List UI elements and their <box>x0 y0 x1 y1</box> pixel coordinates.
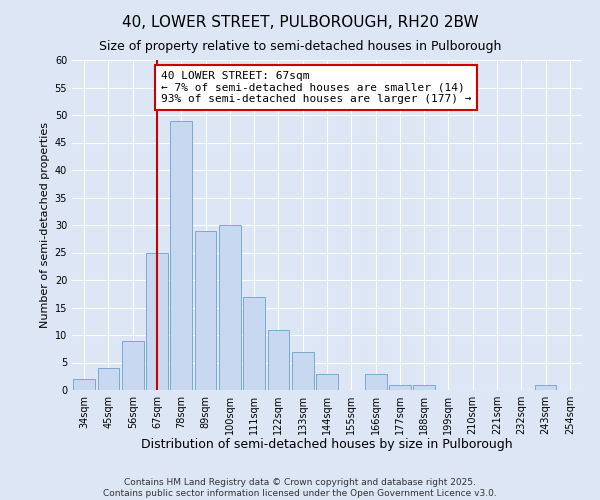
Text: Contains HM Land Registry data © Crown copyright and database right 2025.
Contai: Contains HM Land Registry data © Crown c… <box>103 478 497 498</box>
Y-axis label: Number of semi-detached properties: Number of semi-detached properties <box>40 122 50 328</box>
Bar <box>413 384 435 390</box>
Bar <box>365 374 386 390</box>
Bar <box>73 379 95 390</box>
Bar <box>292 352 314 390</box>
Bar <box>243 296 265 390</box>
Bar <box>194 230 217 390</box>
Bar <box>535 384 556 390</box>
Bar <box>268 330 289 390</box>
Bar <box>389 384 411 390</box>
Bar <box>97 368 119 390</box>
X-axis label: Distribution of semi-detached houses by size in Pulborough: Distribution of semi-detached houses by … <box>141 438 513 452</box>
Text: 40 LOWER STREET: 67sqm
← 7% of semi-detached houses are smaller (14)
93% of semi: 40 LOWER STREET: 67sqm ← 7% of semi-deta… <box>161 71 471 104</box>
Bar <box>122 340 143 390</box>
Text: 40, LOWER STREET, PULBOROUGH, RH20 2BW: 40, LOWER STREET, PULBOROUGH, RH20 2BW <box>122 15 478 30</box>
Bar <box>146 252 168 390</box>
Bar <box>316 374 338 390</box>
Bar <box>219 225 241 390</box>
Text: Size of property relative to semi-detached houses in Pulborough: Size of property relative to semi-detach… <box>99 40 501 53</box>
Bar <box>170 120 192 390</box>
